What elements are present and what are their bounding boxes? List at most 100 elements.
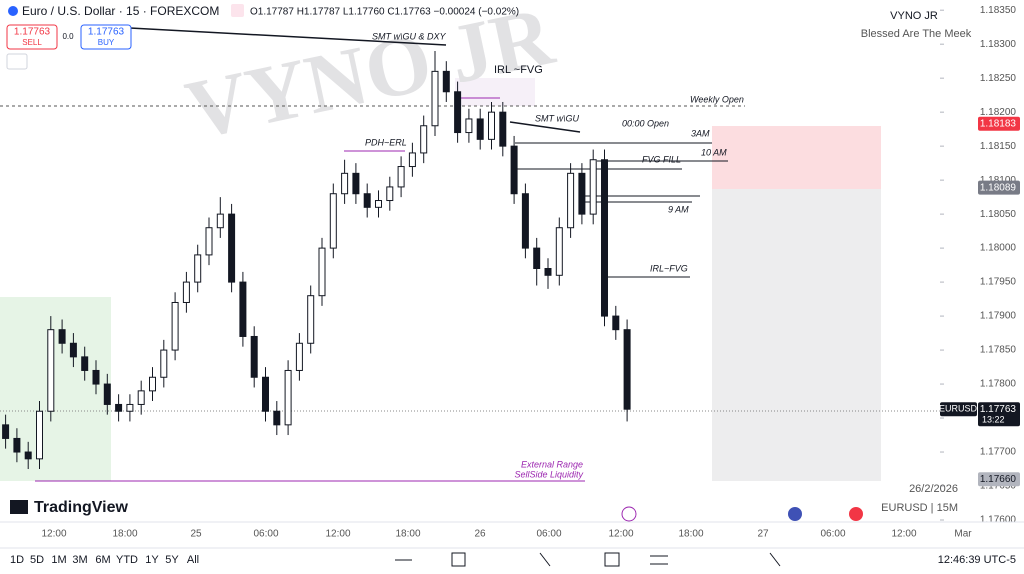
x-tick-label: 18:00 [112, 529, 137, 540]
x-tick-label: 06:00 [253, 529, 278, 540]
brand-motto: Blessed Are The Meek [861, 28, 972, 40]
candle-body [103, 383, 111, 405]
buy-price: 1.17763 [88, 27, 125, 38]
x-axis: 12:00 18:00 25 06:00 12:00 18:00 26 06:00 12:00 1… [41, 529, 972, 540]
y-tick-label: 1.18000 [980, 243, 1017, 254]
y-tick-label: 1.17800 [980, 379, 1017, 390]
candle-body [476, 118, 484, 140]
candle-body [612, 315, 620, 331]
candle-body [386, 186, 394, 202]
candle-body [205, 227, 213, 256]
annotation: 3AM [691, 128, 710, 138]
sell-button[interactable] [6, 24, 58, 50]
candle-body [623, 329, 631, 410]
range-button[interactable]: All [187, 554, 199, 566]
price-tag [978, 402, 1020, 427]
annotation: FVG FILL [642, 154, 681, 164]
legend-bg [0, 0, 370, 20]
candle-body [149, 376, 156, 392]
candle-body [352, 172, 360, 195]
candle-body [216, 213, 224, 229]
annotation: Weekly Open [690, 94, 744, 104]
candle-body [499, 111, 507, 147]
y-tick-label: 1.18050 [980, 209, 1017, 220]
event-icon[interactable] [621, 506, 637, 522]
tool[interactable] [539, 552, 551, 567]
price-tag [978, 180, 1020, 195]
candle-body [454, 91, 462, 134]
candle-body [194, 254, 202, 283]
x-tick-label: 26 [474, 529, 486, 540]
range-button[interactable]: YTD [116, 554, 138, 566]
range-button[interactable]: 1D [10, 554, 24, 566]
range-button[interactable]: 5D [30, 554, 44, 566]
x-tick-label: 18:00 [678, 529, 703, 540]
y-tick-label: 1.18300 [980, 39, 1017, 50]
tv-logo [10, 500, 28, 514]
sell-label: SELL [22, 38, 42, 47]
alert-icon[interactable] [231, 4, 244, 17]
x-tick-label: 06:00 [536, 529, 561, 540]
y-tick-label: 1.17600 [980, 515, 1017, 526]
y-tick-label: 1.18250 [980, 73, 1017, 84]
candle-body [160, 349, 168, 378]
annotation: External Range [521, 459, 583, 469]
drawing-tools [395, 552, 781, 567]
candle-body [567, 172, 575, 229]
candle-body [13, 437, 21, 453]
x-tick-label: 12:00 [891, 529, 916, 540]
price-tag-label: 1.17660 [980, 474, 1017, 485]
y-tick-label: 1.18150 [980, 141, 1017, 152]
tool[interactable] [604, 552, 620, 567]
annotation: IRL~FVG [650, 263, 688, 273]
candle-body [58, 329, 66, 344]
candle-body [578, 172, 586, 215]
tool[interactable] [769, 552, 781, 567]
range-button[interactable]: 1Y [145, 554, 159, 566]
y-tick-label: 1.18350 [980, 5, 1017, 16]
candle-body [239, 281, 247, 337]
candle-body [2, 424, 10, 439]
price-tag-timer: 13:22 [982, 415, 1005, 425]
y-tick-label: 1.17900 [980, 311, 1017, 322]
annotation: PDH~ERL [365, 137, 407, 147]
candle-body [284, 369, 292, 426]
candle-body [408, 152, 416, 168]
candle-body [488, 111, 495, 140]
x-tick-label: 06:00 [820, 529, 845, 540]
date: 26/2/2026 [909, 483, 958, 495]
x-tick-label: 12:00 [325, 529, 350, 540]
smt-line [509, 121, 581, 133]
target-box [712, 126, 881, 189]
candle-body [601, 159, 608, 317]
range-button[interactable]: 3M [72, 554, 87, 566]
symbol-tf: EURUSD | 15M [881, 502, 958, 514]
range-button[interactable]: 1M [51, 554, 66, 566]
price-tag-label: 1.17763 [980, 404, 1017, 415]
candle-body [36, 410, 43, 460]
candle-body [171, 301, 179, 351]
candle-body [341, 172, 349, 195]
symbol-icon [8, 6, 18, 16]
candle-body [307, 295, 315, 344]
candle-body [69, 342, 77, 358]
candle-body [47, 329, 55, 412]
ohlc: O1.17787 H1.17787 L1.17760 C1.17763 −0.0… [250, 7, 519, 18]
candle-body [182, 281, 190, 303]
candle-body [363, 193, 371, 208]
candle-body [115, 403, 123, 412]
candle-body [533, 247, 541, 269]
event-icon[interactable] [788, 507, 802, 521]
event-icon[interactable] [849, 507, 863, 521]
range-button[interactable]: 5Y [165, 554, 179, 566]
buy-button[interactable] [80, 24, 132, 50]
x-tick-label: 27 [757, 529, 769, 540]
range-button[interactable]: 6M [95, 554, 110, 566]
collapse-button[interactable] [6, 53, 28, 70]
range-buttons: 1D 5D 1M 3M 6M YTD 1Y 5Y All [10, 554, 199, 566]
tv-wordmark: TradingView [34, 499, 129, 516]
price-tag [978, 116, 1020, 131]
tool[interactable] [451, 552, 466, 567]
annotation: 00:00 Open [622, 118, 669, 128]
y-tick-label: 1.17950 [980, 277, 1017, 288]
